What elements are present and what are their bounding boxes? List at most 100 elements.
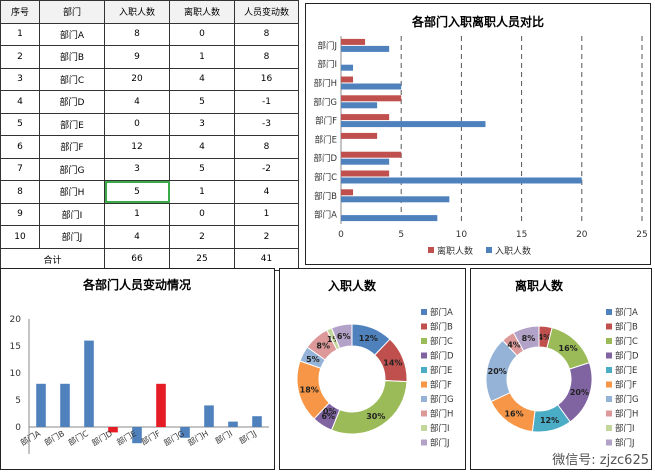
table-cell[interactable]: 5 — [169, 90, 235, 114]
staff-change-chart[interactable]: 各部门人员变动情况 0 5 10 15 20 部门A 部门B 部门C 部门D 部门E 部门F 部门G 部… — [0, 268, 275, 470]
table-cell[interactable]: 7 — [0, 157, 40, 181]
legend-label: 部门F — [430, 380, 452, 391]
table-cell[interactable]: 8 — [234, 135, 299, 159]
table-cell[interactable]: 1 — [169, 180, 235, 204]
data-table: 序号 部门 入职人数 离职人数 人员变动数 1 部门A 8 0 8 2 部门B 9 1 8 3 部门C… — [0, 0, 299, 271]
y-tick-label: 部门E — [315, 134, 337, 145]
y-tick-label: 部门J — [317, 40, 337, 51]
table-cell[interactable]: 1 — [169, 45, 235, 69]
legend-swatch — [606, 338, 612, 344]
bar-hires — [341, 196, 450, 203]
chart-title: 离职人数 — [515, 278, 564, 293]
table-cell[interactable]: 2 — [169, 225, 235, 249]
table-cell[interactable]: 4 — [0, 90, 40, 114]
legend-label: 部门D — [615, 351, 639, 362]
legend-swatch — [421, 439, 427, 446]
x-tick-label: 10 — [456, 230, 468, 240]
bar-hires — [341, 177, 582, 184]
legend-label: 部门F — [615, 380, 637, 391]
table-cell[interactable]: 8 — [234, 45, 299, 69]
table-cell[interactable]: 4 — [104, 225, 170, 249]
hires-donut-svg: 入职人数 12%14%30%6%0%18%5%8%1%6%部门A部门B部门C部门… — [296, 278, 454, 449]
header-cell: 部门 — [39, 0, 105, 24]
header-cell: 入职人数 — [104, 0, 170, 24]
table-cell[interactable]: 16 — [234, 67, 299, 91]
table-cell[interactable]: 2 — [234, 225, 299, 249]
table-cell[interactable]: 4 — [234, 180, 299, 204]
table-cell[interactable]: 2 — [0, 45, 40, 69]
legend-label: 部门E — [615, 365, 637, 376]
table-cell[interactable]: 1 — [0, 22, 40, 46]
legend-label: 部门E — [430, 365, 452, 376]
table-cell[interactable]: 8 — [234, 22, 299, 46]
hire-leave-comparison-chart[interactable]: 各部门入职离职人员对比 0 5 10 15 20 25 部门A 部门B 部门C 部门D 部门E 部门F… — [305, 3, 651, 265]
bar-hires — [341, 215, 438, 222]
table-cell[interactable]: 0 — [104, 112, 170, 136]
table-cell[interactable]: 10 — [0, 225, 40, 249]
table-cell[interactable]: 5 — [0, 112, 40, 136]
legend-swatch — [606, 381, 612, 388]
table-cell[interactable]: 4 — [169, 135, 235, 159]
bar-hires — [341, 158, 390, 165]
donut-slice — [330, 323, 353, 350]
table-cell[interactable]: 9 — [104, 45, 170, 69]
table-cell[interactable]: -3 — [234, 112, 299, 136]
chart-title: 各部门人员变动情况 — [82, 277, 191, 292]
table-cell[interactable]: -1 — [234, 90, 299, 114]
slice-label: 8% — [522, 334, 536, 343]
table-cell[interactable]: 0 — [169, 202, 235, 226]
bar-hires — [341, 45, 390, 52]
table-cell[interactable]: 12 — [104, 135, 170, 159]
header-cell: 人员变动数 — [234, 0, 299, 24]
table-cell[interactable]: 8 — [0, 180, 40, 204]
legend-label: 部门G — [615, 394, 639, 405]
table-cell[interactable]: -2 — [234, 157, 299, 181]
slice-label: 6% — [337, 332, 351, 341]
table-cell[interactable]: 部门H — [39, 180, 105, 204]
legend-label: 部门G — [430, 394, 454, 405]
table-cell[interactable]: 5 — [104, 180, 170, 204]
change-bar — [156, 383, 166, 427]
table-cell[interactable]: 8 — [104, 22, 170, 46]
legend-label: 部门J — [430, 438, 450, 449]
table-cell[interactable]: 1 — [104, 202, 170, 226]
donut-slice — [512, 325, 540, 352]
table-cell[interactable]: 6 — [0, 135, 40, 159]
table-cell[interactable]: 部门I — [39, 202, 105, 226]
bar-hires — [341, 102, 378, 109]
legend-swatch — [486, 247, 492, 253]
change-bar — [84, 340, 94, 427]
x-tick-label: 部门C — [66, 428, 90, 448]
table-cell[interactable]: 3 — [0, 67, 40, 91]
table-cell[interactable]: 部门B — [39, 45, 105, 69]
bar-hires — [341, 121, 486, 128]
legend-swatch — [421, 352, 427, 359]
slice-label: 6% — [321, 412, 335, 421]
legend-label: 部门A — [430, 307, 453, 318]
x-tick-label: 15 — [516, 230, 527, 240]
table-cell[interactable]: 部门G — [39, 157, 105, 181]
table-cell[interactable]: 0 — [169, 22, 235, 46]
table-cell[interactable]: 9 — [0, 202, 40, 226]
table-cell[interactable]: 3 — [104, 157, 170, 181]
hires-donut-chart[interactable]: 入职人数 12% 14% 30% 6% 0% 18% 5% 8% 1% 6% 部门A 部门B 部门C 部门… — [279, 268, 466, 470]
table-cell[interactable]: 1 — [234, 202, 299, 226]
table-cell[interactable]: 部门A — [39, 22, 105, 46]
table-cell[interactable]: 3 — [169, 112, 235, 136]
table-cell[interactable]: 4 — [104, 90, 170, 114]
slice-label: 5% — [306, 355, 320, 364]
table-cell[interactable]: 部门C — [39, 67, 105, 91]
departures-donut-chart[interactable]: 离职人数 0%4%16%20%12%16%20%4%0%8%部门A部门B部门C部… — [470, 268, 652, 470]
change-bar — [228, 421, 238, 427]
y-tick-label: 10 — [10, 369, 22, 379]
table-cell[interactable]: 5 — [169, 157, 235, 181]
table-cell[interactable]: 部门J — [39, 225, 105, 249]
table-cell[interactable]: 20 — [104, 67, 170, 91]
x-tick-label: 25 — [636, 230, 647, 240]
x-tick-label: 部门D — [90, 428, 114, 448]
table-cell[interactable]: 4 — [169, 67, 235, 91]
slice-label: 18% — [300, 385, 319, 394]
table-cell[interactable]: 部门D — [39, 90, 105, 114]
table-cell[interactable]: 部门F — [39, 135, 105, 159]
table-cell[interactable]: 部门E — [39, 112, 105, 136]
